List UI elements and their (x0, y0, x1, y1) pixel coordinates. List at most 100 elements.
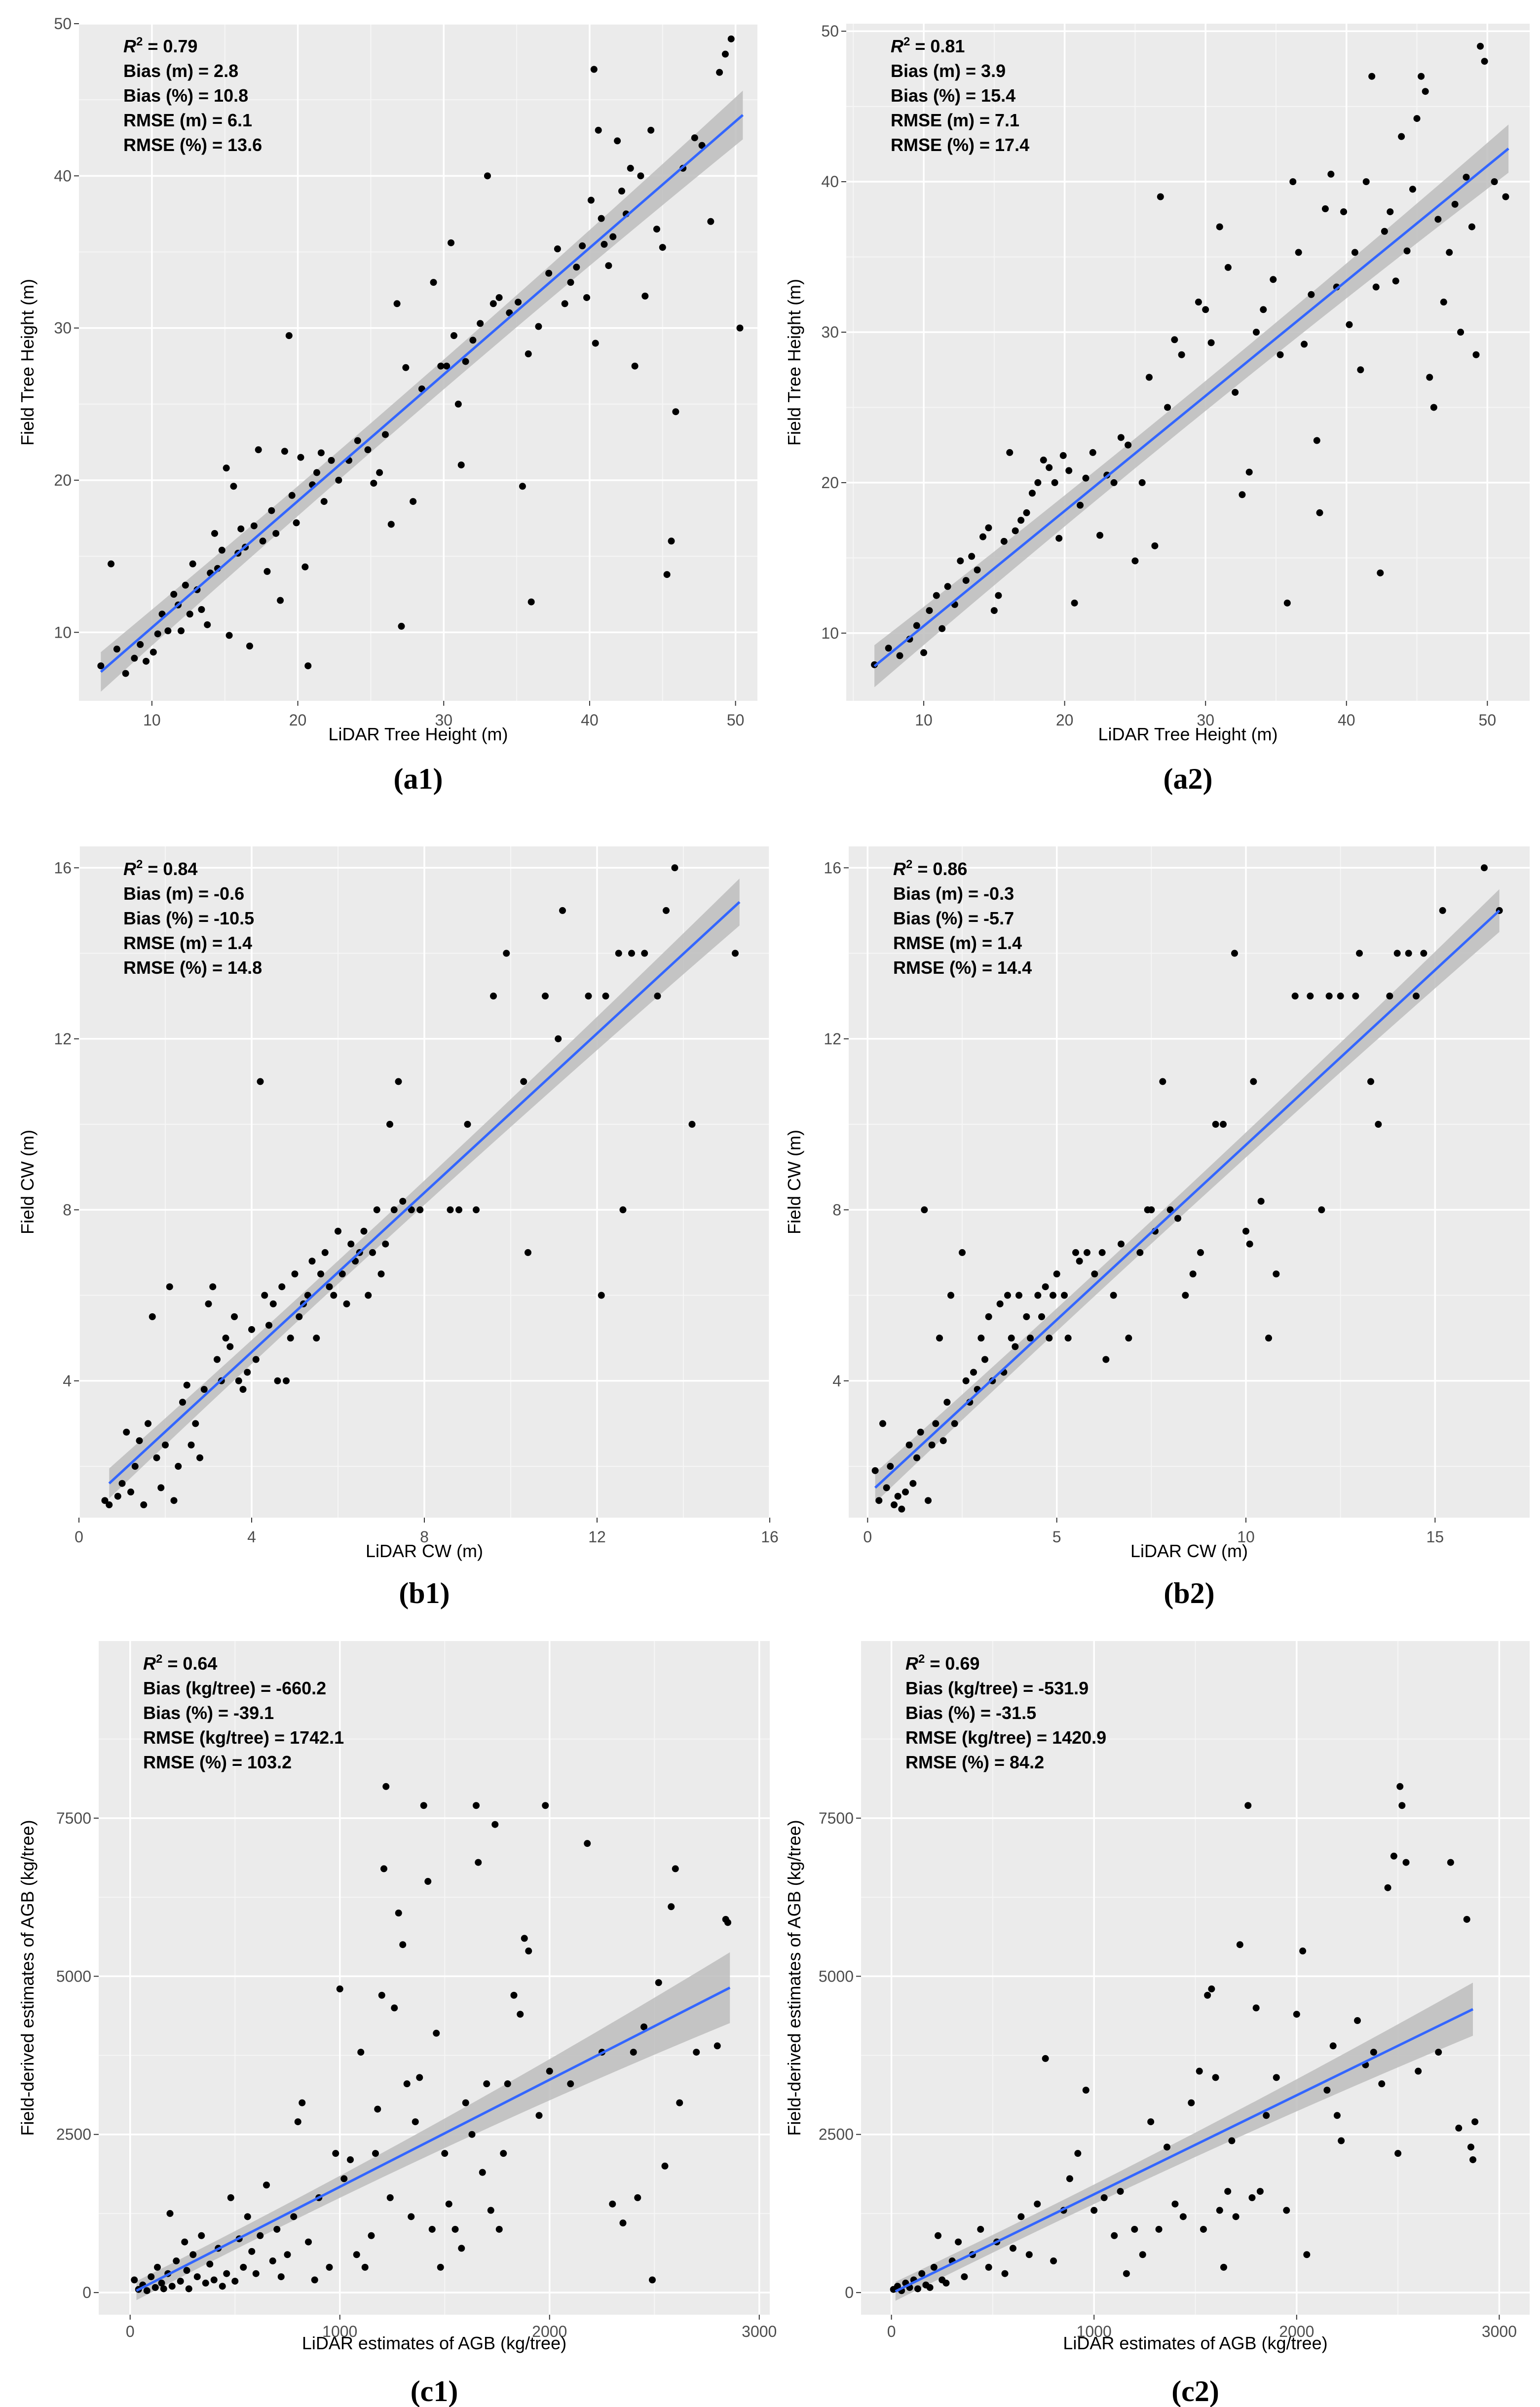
data-point (602, 993, 609, 1000)
data-point (223, 2270, 230, 2277)
data-point (380, 1865, 387, 1872)
data-point (402, 364, 410, 371)
data-point (634, 2194, 641, 2201)
y-tick-label: 8 (832, 1201, 841, 1219)
data-point (1139, 2251, 1146, 2258)
data-point (898, 1505, 905, 1513)
data-point (175, 1463, 182, 1470)
data-point (1318, 1206, 1325, 1214)
stat-superscript: 2 (903, 35, 910, 48)
y-tick-label: 16 (54, 859, 72, 877)
x-axis-title: LiDAR estimates of AGB (kg/tree) (302, 2333, 566, 2353)
data-point (186, 611, 193, 618)
data-point (1260, 306, 1267, 313)
x-tick-label: 15 (1427, 1528, 1444, 1546)
data-point (106, 1501, 113, 1509)
data-point (1447, 1859, 1454, 1866)
data-point (1321, 205, 1329, 213)
data-point (1308, 291, 1315, 298)
data-point (996, 1300, 1004, 1307)
data-point (1102, 1356, 1110, 1363)
data-point (1301, 341, 1308, 348)
data-point (1117, 2188, 1124, 2195)
x-tick-label: 12 (588, 1528, 606, 1546)
data-point (672, 1865, 679, 1872)
panel-a1: R2 = 0.79 Bias (m) = 2.8 Bias (%) = 10.8 RM… (17, 15, 757, 795)
stat-value: = 0.84 (143, 859, 197, 879)
data-point (627, 164, 634, 172)
data-point (1327, 170, 1335, 178)
data-point (166, 1283, 173, 1291)
data-point (653, 226, 660, 233)
data-point (977, 2225, 984, 2233)
data-point (365, 1292, 372, 1299)
data-point (1096, 532, 1104, 539)
data-point (1467, 2143, 1474, 2151)
data-point (445, 2200, 452, 2208)
data-point (584, 1840, 591, 1847)
data-point (1446, 249, 1453, 256)
data-point (649, 2276, 656, 2284)
data-point (255, 446, 262, 454)
panel-a2: R2 = 0.81 Bias (m) = 3.9 Bias (%) = 15.4 RM… (784, 22, 1530, 795)
data-point (1125, 1335, 1132, 1342)
data-point (437, 2263, 444, 2271)
data-point (933, 592, 940, 599)
data-point (200, 1386, 208, 1393)
stat-line: Bias (%) = -39.1 (143, 1703, 274, 1723)
data-point (196, 1454, 203, 1461)
data-point (293, 519, 300, 527)
data-point (1159, 1078, 1166, 1085)
data-point (154, 630, 161, 638)
data-point (296, 1313, 303, 1320)
data-point (951, 1420, 958, 1427)
data-point (1270, 276, 1277, 283)
data-point (1042, 1283, 1049, 1291)
data-point (1368, 73, 1376, 80)
data-point (391, 2004, 398, 2012)
data-point (408, 1206, 415, 1214)
data-point (979, 533, 986, 540)
stat-superscript: 2 (136, 858, 143, 871)
data-point (630, 2049, 637, 2056)
data-point (259, 537, 266, 545)
data-point (1091, 1270, 1098, 1278)
data-point (1151, 542, 1159, 549)
data-point (985, 2263, 992, 2271)
data-point (382, 1240, 389, 1248)
data-point (326, 1283, 333, 1291)
data-point (921, 1206, 928, 1214)
data-point (1034, 1292, 1042, 1299)
confidence-band (109, 878, 740, 1499)
data-point (1188, 2099, 1195, 2106)
data-point (369, 1249, 376, 1256)
data-point (321, 1249, 329, 1256)
data-point (173, 2257, 180, 2265)
data-point (1082, 474, 1089, 482)
data-point (1378, 2080, 1386, 2088)
x-axis-title: LiDAR estimates of AGB (kg/tree) (1063, 2333, 1327, 2353)
stat-value: = 0.69 (925, 1653, 979, 1674)
data-point (914, 2285, 921, 2292)
data-point (631, 362, 639, 370)
data-point (313, 469, 320, 476)
data-point (1212, 1121, 1219, 1128)
data-point (1171, 336, 1178, 344)
data-point (525, 1948, 532, 1955)
data-point (875, 1497, 883, 1504)
data-point (1074, 2150, 1082, 2157)
panel-label: (c1) (411, 2375, 458, 2407)
stat-value: = 0.81 (910, 36, 965, 56)
stat-line: R2 = 0.81 (891, 35, 965, 56)
data-point (1136, 1249, 1144, 1256)
data-point (1200, 2225, 1207, 2233)
data-point (1023, 509, 1030, 516)
data-point (977, 1335, 985, 1342)
data-point (1077, 501, 1084, 509)
data-point (615, 950, 622, 957)
data-point (1273, 1270, 1280, 1278)
data-point (926, 2284, 934, 2291)
data-point (475, 1859, 482, 1866)
data-point (1316, 509, 1323, 516)
